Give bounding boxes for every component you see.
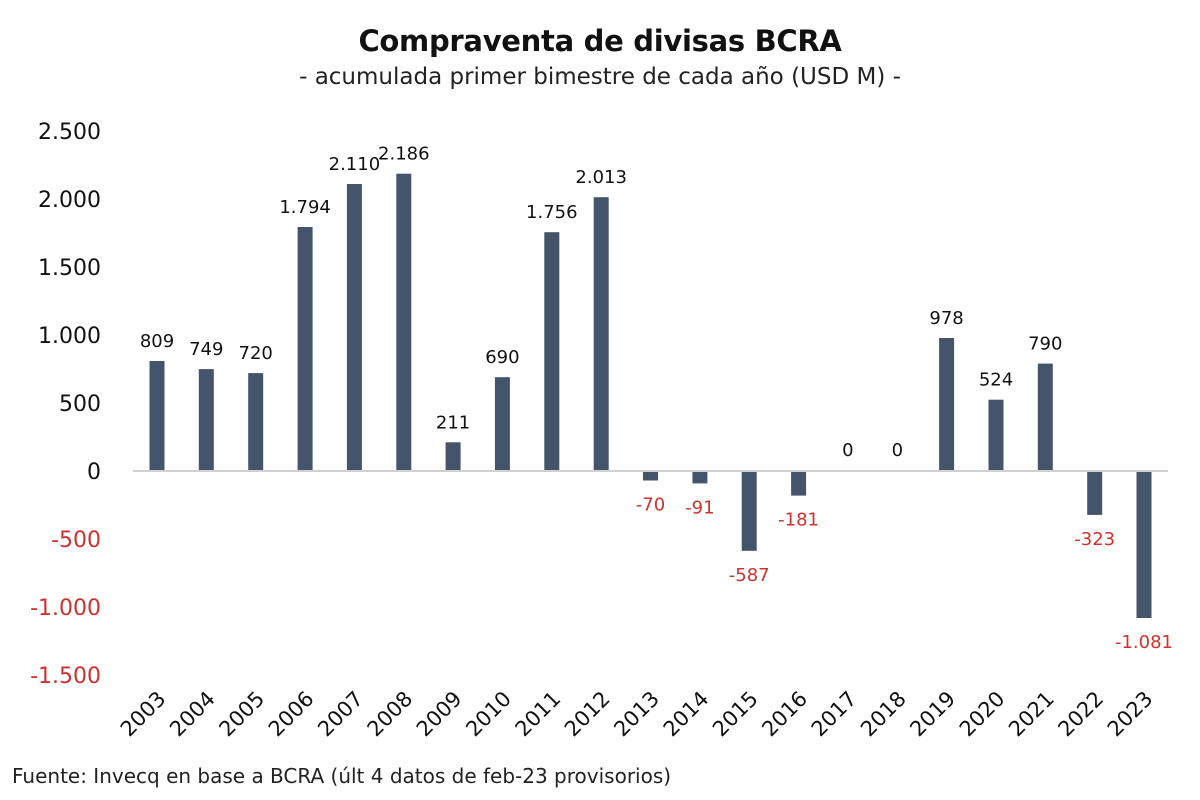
data-label-2005: 720 — [239, 343, 273, 364]
y-tick-label: 0 — [87, 460, 101, 485]
bar-2007 — [346, 184, 362, 471]
source-note: Fuente: Invecq en base a BCRA (últ 4 dat… — [12, 764, 672, 788]
y-tick-label: -500 — [51, 528, 101, 553]
x-tick-label: 2005 — [214, 687, 269, 742]
data-label-2009: 211 — [436, 412, 470, 433]
x-tick-label: 2009 — [412, 687, 467, 742]
y-tick-label: 2.000 — [38, 188, 101, 213]
y-tick-label: 1.500 — [38, 256, 101, 281]
bar-2005 — [248, 373, 264, 471]
x-tick-label: 2016 — [757, 687, 812, 742]
bar-2022 — [1087, 471, 1103, 515]
data-label-2019: 978 — [929, 308, 963, 329]
x-tick-label: 2017 — [807, 687, 862, 742]
data-label-2022: -323 — [1074, 529, 1115, 550]
x-axis: 2003200420052006200720082009201020112012… — [116, 687, 1158, 742]
x-tick-label: 2011 — [511, 687, 566, 742]
x-tick-label: 2015 — [708, 687, 763, 742]
bar-2010 — [494, 377, 510, 471]
bars — [149, 173, 1152, 618]
x-tick-label: 2008 — [363, 687, 418, 742]
x-tick-label: 2006 — [264, 687, 319, 742]
bar-2008 — [396, 173, 412, 471]
bar-2023 — [1136, 471, 1152, 618]
chart-title: Compraventa de divisas BCRA — [358, 24, 842, 58]
x-tick-label: 2022 — [1053, 687, 1108, 742]
bar-2015 — [741, 471, 757, 551]
data-label-2021: 790 — [1028, 334, 1062, 355]
bar-2006 — [297, 227, 313, 471]
data-label-2016: -181 — [778, 510, 819, 531]
data-label-2003: 809 — [140, 331, 174, 352]
bar-2004 — [198, 369, 214, 471]
data-label-2020: 524 — [979, 370, 1013, 391]
x-tick-label: 2023 — [1103, 687, 1158, 742]
bar-2011 — [544, 232, 560, 471]
data-label-2023: -1.081 — [1115, 632, 1173, 653]
bar-2003 — [149, 361, 165, 471]
data-label-2007: 2.110 — [329, 154, 381, 175]
data-label-2012: 2.013 — [575, 167, 627, 188]
x-tick-label: 2004 — [165, 687, 220, 742]
x-tick-label: 2018 — [856, 687, 911, 742]
x-tick-label: 2012 — [560, 687, 615, 742]
bar-2014 — [692, 471, 708, 484]
x-tick-label: 2020 — [955, 687, 1010, 742]
x-tick-label: 2014 — [659, 687, 714, 742]
y-tick-label: 2.500 — [38, 120, 101, 145]
data-label-2008: 2.186 — [378, 144, 430, 165]
data-label-2011: 1.756 — [526, 202, 578, 223]
data-label-2017: 0 — [842, 440, 853, 461]
data-label-2006: 1.794 — [279, 197, 331, 218]
data-label-2013: -70 — [636, 495, 665, 516]
y-tick-label: 1.000 — [38, 324, 101, 349]
x-tick-label: 2010 — [461, 687, 516, 742]
x-tick-label: 2003 — [116, 687, 171, 742]
y-tick-label: -1.000 — [30, 596, 101, 621]
chart-subtitle: - acumulada primer bimestre de cada año … — [299, 64, 901, 90]
data-label-2010: 690 — [485, 347, 519, 368]
bar-2020 — [988, 399, 1004, 471]
x-tick-label: 2013 — [609, 687, 664, 742]
y-tick-label: 500 — [59, 392, 101, 417]
x-tick-label: 2007 — [313, 687, 368, 742]
bar-2009 — [445, 442, 461, 471]
bar-2012 — [593, 197, 609, 471]
data-label-2004: 749 — [189, 339, 223, 360]
data-label-2015: -587 — [729, 565, 770, 586]
bar-2019 — [939, 338, 955, 471]
bar-2016 — [791, 471, 807, 496]
y-axis: 2.500 2.000 1.500 1.000 500 0 -500 -1.000 -1.500 — [30, 120, 101, 689]
data-label-2014: -91 — [685, 497, 714, 518]
x-tick-label: 2019 — [905, 687, 960, 742]
y-tick-label: -1.500 — [30, 664, 101, 689]
data-label-2018: 0 — [892, 440, 903, 461]
bar-2013 — [643, 471, 658, 481]
x-tick-label: 2021 — [1004, 687, 1059, 742]
bar-2021 — [1037, 363, 1053, 471]
